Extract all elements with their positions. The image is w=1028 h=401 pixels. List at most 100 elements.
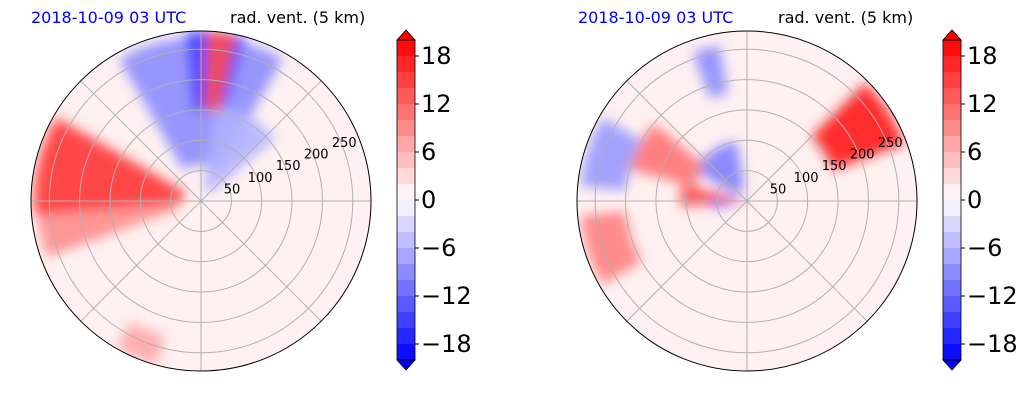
colorbar-level-1 (943, 40, 961, 57)
grid-spoke-135 (626, 80, 748, 202)
panel-right-grid (576, 30, 918, 372)
grid-spoke-225 (626, 200, 748, 322)
colorbar-level-17 (943, 296, 961, 313)
colorbar-extend-max (396, 29, 416, 41)
colorbar-tick-label-4: 0 (421, 186, 436, 214)
radial-tick-label-150: 150 (276, 159, 301, 174)
colorbar-level-16 (943, 280, 961, 297)
colorbar-tick-label-3: 6 (421, 138, 436, 166)
radial-tick-label-50: 50 (224, 182, 241, 197)
colorbar-level-3 (397, 72, 415, 89)
colorbar-tick-label-6: −12 (421, 282, 472, 310)
colorbar-level-19 (397, 328, 415, 345)
grid-spoke-225 (80, 200, 202, 322)
field-band-5 (203, 105, 276, 194)
colorbar-right: 18 12 6 0 −6 −12 −18 (942, 29, 1018, 371)
colorbar-level-9 (397, 168, 415, 185)
colorbar-left: 18 12 6 0 −6 −12 −18 (396, 29, 472, 371)
colorbar-level-10 (397, 184, 415, 201)
colorbar-level-8 (397, 152, 415, 169)
panel-right-field (580, 45, 904, 285)
colorbar-level-1 (397, 40, 415, 57)
colorbar-level-14 (397, 248, 415, 265)
field-band-3 (710, 201, 747, 208)
colorbar-tick-label-4: 0 (967, 186, 982, 214)
colorbar-extend-min (396, 359, 416, 371)
radial-tick-label-250: 250 (878, 136, 903, 151)
field-band-7 (580, 117, 642, 191)
colorbar-level-8 (943, 152, 961, 169)
colorbar-level-18 (397, 312, 415, 329)
colorbar-level-5 (943, 104, 961, 121)
radial-tick-label-50: 50 (770, 182, 787, 197)
radial-tick-label-100: 100 (794, 171, 819, 186)
colorbar-tick-label-1: 18 (967, 42, 998, 70)
colorbar-level-11 (397, 200, 415, 217)
colorbar-level-17 (397, 296, 415, 313)
field-band-6 (580, 211, 642, 285)
colorbar-level-7 (943, 136, 961, 153)
colorbar-level-11 (943, 200, 961, 217)
field-band-1 (34, 117, 186, 216)
field-band-4 (694, 141, 745, 195)
colorbar-level-2 (943, 56, 961, 73)
colorbar-level-6 (943, 120, 961, 137)
colorbar-level-9 (943, 168, 961, 185)
panel-right-date-title: 2018-10-09 03 UTC (578, 8, 733, 27)
colorbar-tick-label-5: −6 (421, 234, 456, 262)
grid-spoke-45 (200, 80, 322, 202)
colorbar-level-12 (943, 216, 961, 233)
field-features (580, 45, 904, 285)
colorbar-level-3 (943, 72, 961, 89)
colorbar-tick-label-7: −18 (421, 330, 472, 358)
colorbar-level-7 (397, 136, 415, 153)
colorbar-level-4 (397, 88, 415, 105)
radial-tick-label-100: 100 (248, 171, 273, 186)
colorbar-level-5 (397, 104, 415, 121)
polar-panel-right: 2018-10-09 03 UTC rad. vent. (5 km) 50 10… (576, 8, 918, 372)
field-band-1 (811, 82, 904, 170)
grid-spoke-45 (746, 80, 868, 202)
colorbar-level-14 (943, 248, 961, 265)
colorbar-level-20 (397, 344, 415, 361)
polar-panel-left: 2018-10-09 03 UTC rad. vent. (5 km) 50 10… (30, 8, 372, 372)
colorbar-level-6 (397, 120, 415, 137)
radial-tick-label-200: 200 (304, 148, 329, 163)
colorbar-level-15 (397, 264, 415, 281)
colorbar-tick-label-5: −6 (967, 234, 1002, 262)
colorbar-extend-min (942, 359, 962, 371)
colorbar-level-13 (943, 232, 961, 249)
panel-left-grid (30, 30, 372, 372)
grid-spoke-315 (200, 200, 322, 322)
grid-spoke-135 (80, 80, 202, 202)
polar-boundary (30, 30, 372, 372)
colorbar-level-18 (943, 312, 961, 329)
field-band-2 (37, 203, 179, 258)
colorbar-tick-label-6: −12 (967, 282, 1018, 310)
colorbar-level-2 (397, 56, 415, 73)
field-band-5 (629, 122, 706, 187)
panel-left-date-title: 2018-10-09 03 UTC (31, 8, 186, 27)
colorbar-level-4 (943, 88, 961, 105)
radial-tick-label-150: 150 (822, 159, 847, 174)
radial-tick-label-250: 250 (332, 136, 357, 151)
panel-right-variable-title: rad. vent. (5 km) (778, 8, 913, 27)
panel-left-variable-title: rad. vent. (5 km) (230, 8, 365, 27)
colorbar-extend-max (942, 29, 962, 41)
colorbar-level-16 (397, 280, 415, 297)
colorbar-level-15 (943, 264, 961, 281)
polar-boundary (576, 30, 918, 372)
field-band-8 (693, 45, 729, 99)
grid-spoke-315 (746, 200, 868, 322)
radial-tick-label-200: 200 (850, 148, 875, 163)
colorbar-level-12 (397, 216, 415, 233)
colorbar-level-13 (397, 232, 415, 249)
colorbar-tick-label-2: 12 (967, 90, 998, 118)
colorbar-level-20 (943, 344, 961, 361)
colorbar-level-19 (943, 328, 961, 345)
colorbar-tick-label-2: 12 (421, 90, 452, 118)
colorbar-tick-label-7: −18 (967, 330, 1018, 358)
